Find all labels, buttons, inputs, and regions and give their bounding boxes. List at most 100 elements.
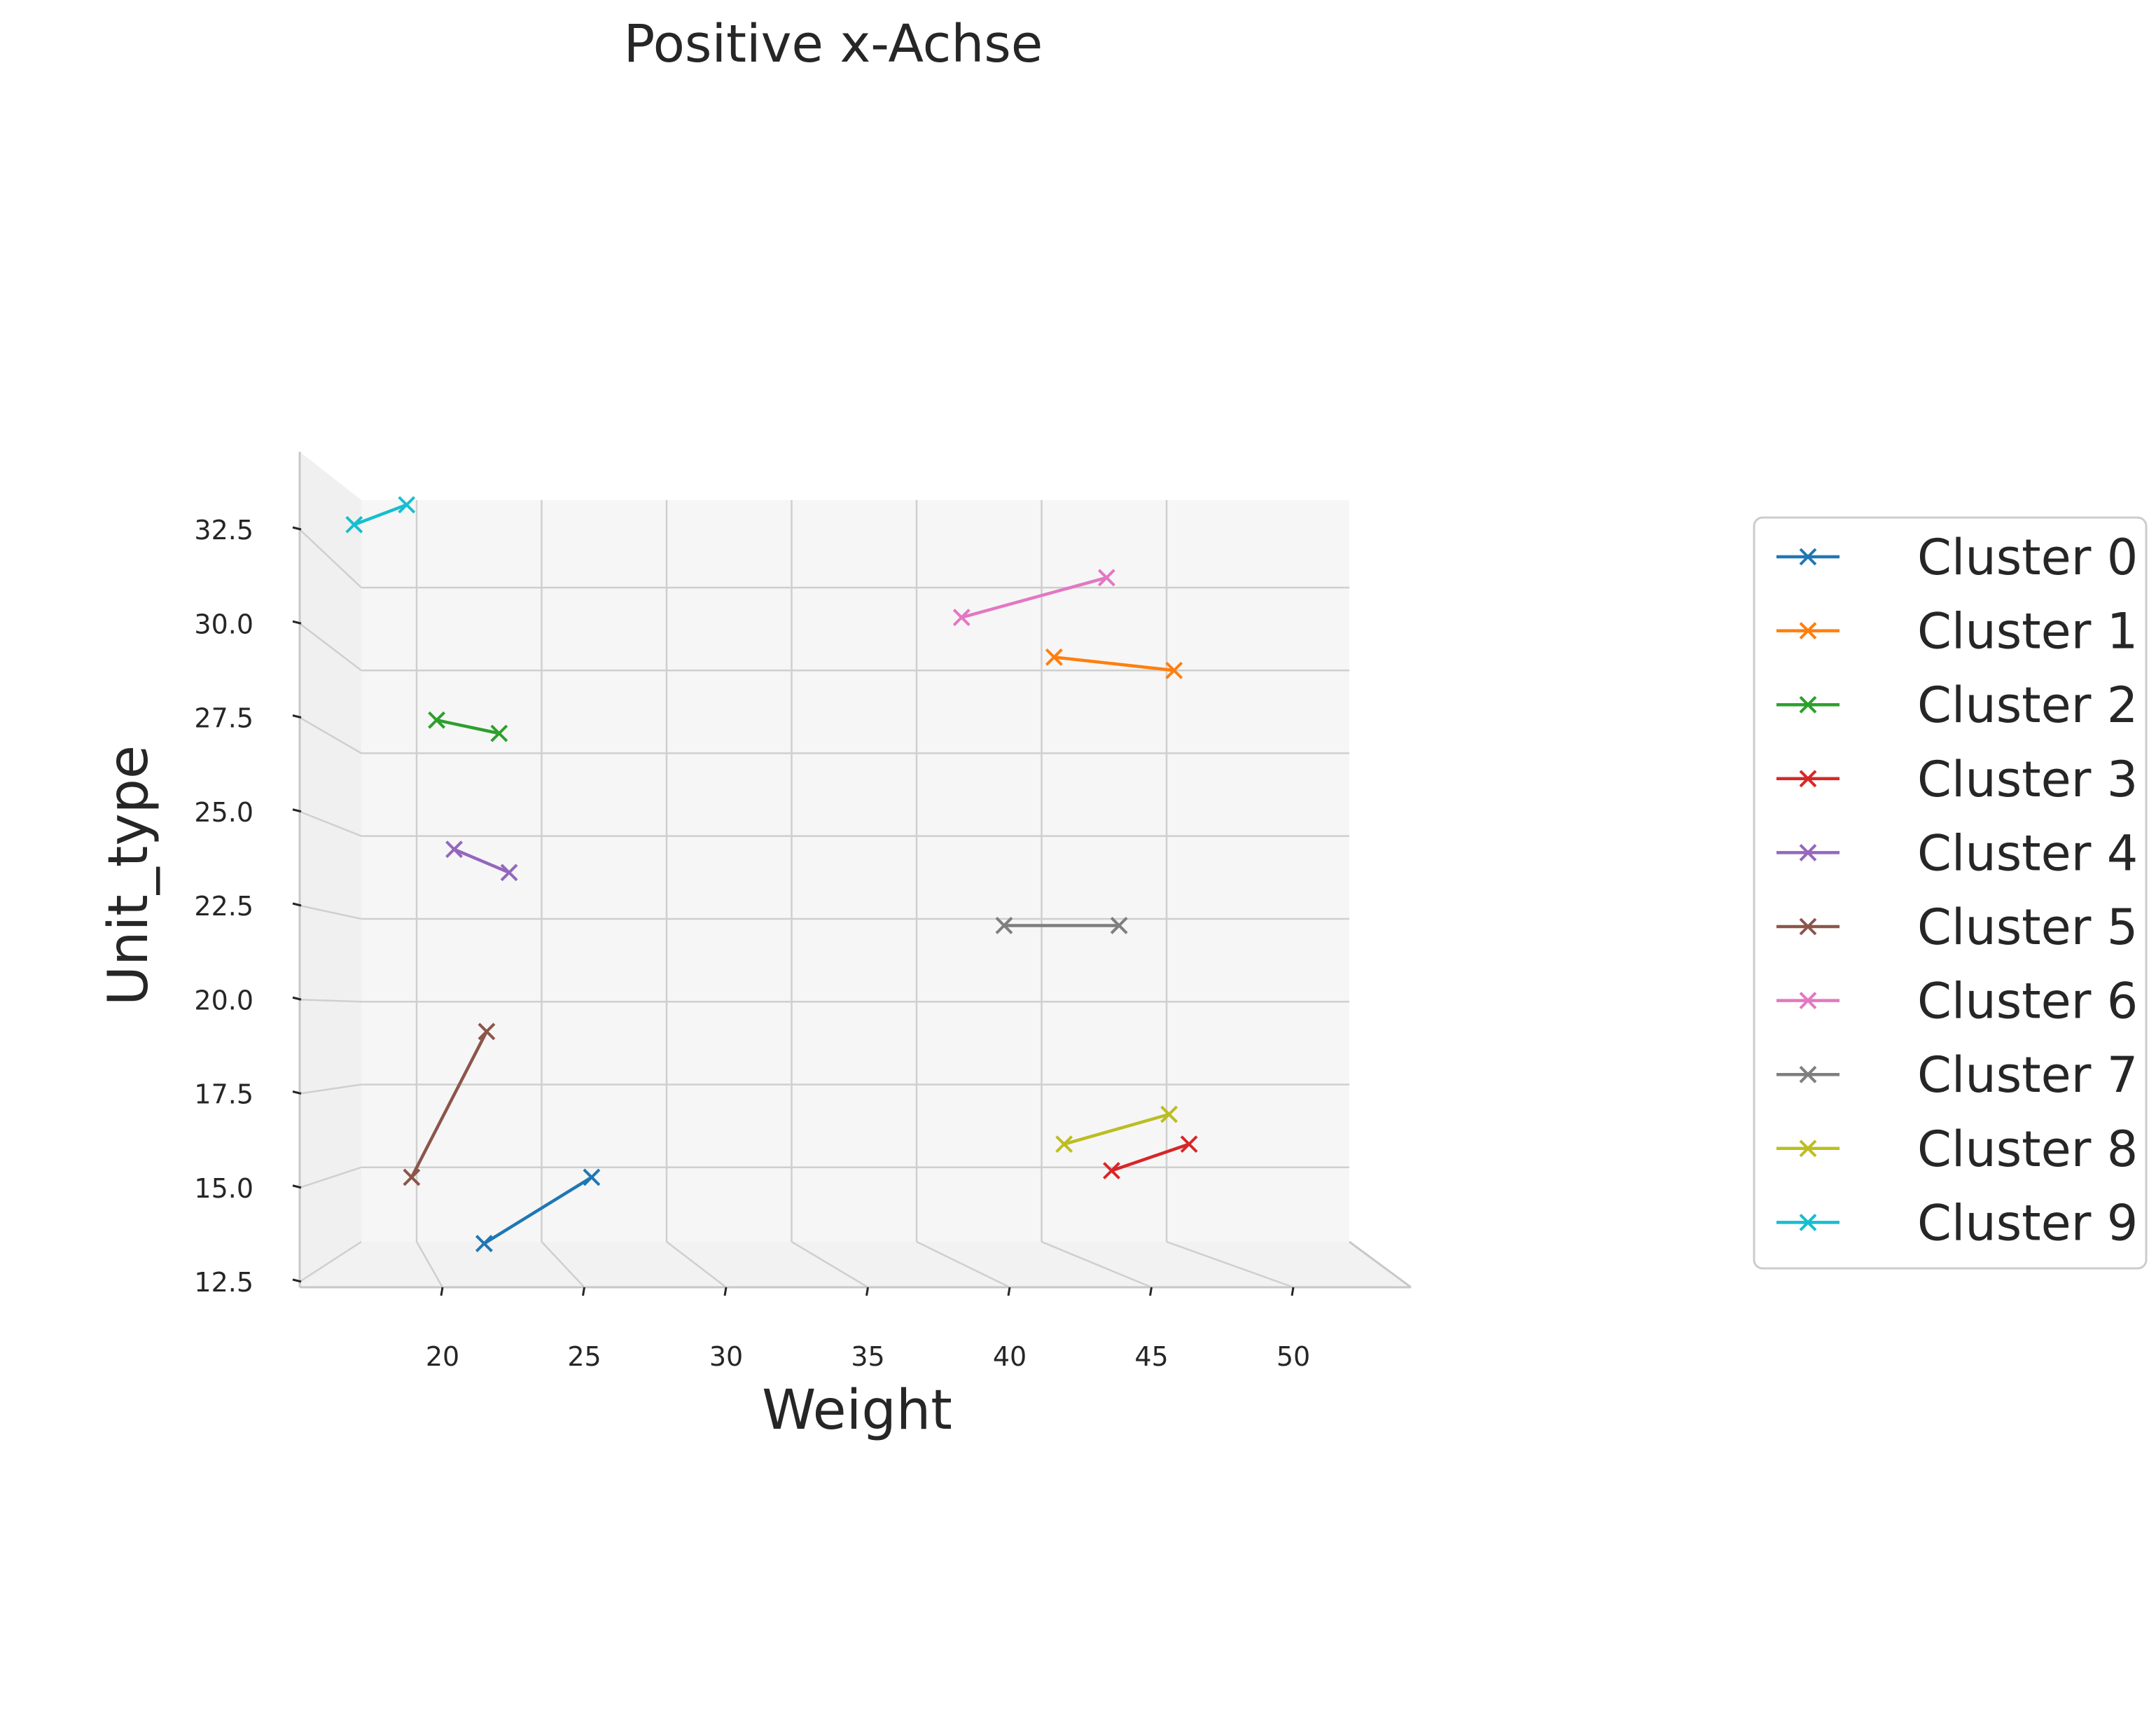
y-side-gridline [299,1240,362,1283]
series-line [436,718,500,735]
legend-marker [1799,770,1817,788]
back-pane [361,500,1349,1242]
data-point [500,864,518,882]
series-cluster-8 [1055,1105,1178,1154]
x-tick-label: 20 [426,1341,459,1372]
legend-label: Cluster 8 [1917,1121,2138,1178]
x-tick [865,1287,869,1296]
series-cluster-5 [403,1023,496,1186]
x-tick-label: 40 [993,1341,1027,1372]
x-tick-label: 35 [851,1341,884,1372]
legend: Cluster 0 Cluster 1 Cluster 2 Cluster 3 Clus… [1753,516,2148,1270]
series-cluster-3 [1103,1135,1198,1179]
series-line [483,1176,593,1245]
series-line [353,503,408,527]
x-floor-gridline [1041,1240,1152,1289]
y-tick [292,1184,302,1189]
y-side-gridline [299,529,362,588]
legend-marker [1799,1065,1817,1083]
data-point [1097,569,1115,587]
data-point [428,711,445,729]
legend-label: Cluster 9 [1917,1194,2138,1252]
data-point [490,724,508,742]
legend-item-cluster-1: Cluster 1 [1776,603,2138,660]
y-tick [292,1090,302,1095]
y-side-gridline [299,623,362,672]
x-floor-gridline [916,1240,1010,1289]
series-cluster-9 [345,496,416,534]
chart-title: Positive x-Achse [624,14,1043,74]
series-cluster-0 [475,1168,601,1252]
data-point [952,609,971,626]
data-point [475,1235,493,1252]
legend-label: Cluster 5 [1917,899,2138,956]
legend-label: Cluster 1 [1917,603,2138,660]
x-tick [1149,1287,1153,1296]
y-tick-label: 15.0 [194,1173,253,1204]
legend-item-cluster-7: Cluster 7 [1776,1046,2138,1104]
x-tick [1007,1287,1011,1296]
x-floor-gridline [1166,1240,1294,1289]
x-floor-gridline [541,1241,585,1288]
data-point [1180,1135,1198,1154]
y-tick [292,526,302,531]
y-tick-label: 32.5 [194,515,253,546]
legend-item-cluster-8: Cluster 8 [1776,1121,2138,1178]
y-side-gridline [299,1166,362,1189]
data-point [445,840,463,859]
y-tick-label: 20.0 [194,985,253,1016]
y-tick [292,714,302,719]
y-tick [292,1278,302,1283]
y-axis-label: Unit_type [97,745,160,1006]
legend-label: Cluster 7 [1917,1046,2138,1104]
x-tick-label: 50 [1277,1341,1310,1372]
series-cluster-7 [995,917,1128,934]
y-tick [292,902,302,907]
legend-item-cluster-2: Cluster 2 [1776,677,2138,734]
data-point [398,496,416,514]
x-tick-label: 45 [1134,1341,1168,1372]
legend-item-cluster-6: Cluster 6 [1776,973,2138,1030]
data-point [1165,661,1183,679]
legend-item-cluster-9: Cluster 9 [1776,1194,2138,1252]
x-floor-gridline [791,1240,869,1289]
series-cluster-2 [428,711,508,742]
legend-marker [1799,695,1817,714]
data-point [1055,1135,1073,1154]
y-side-gridline [299,999,362,1003]
data-point [1110,917,1128,934]
y-tick-label: 25.0 [194,797,253,828]
y-tick-label: 22.5 [194,891,253,922]
x-tick [723,1287,728,1296]
legend-item-cluster-4: Cluster 4 [1776,824,2138,882]
series-line [961,576,1107,619]
data-point [345,515,363,534]
x-tick-label: 25 [567,1341,601,1372]
legend-frame [1753,516,2148,1270]
series-line [453,847,510,874]
y-tick [292,620,302,625]
legend-item-cluster-5: Cluster 5 [1776,899,2138,956]
x-axis-label: Weight [762,1379,952,1442]
left-pane [300,452,361,1287]
x-tick [440,1287,444,1296]
legend-marker [1799,1139,1817,1158]
x-tick [1291,1287,1295,1296]
data-point [995,917,1013,934]
legend-marker [1799,548,1817,566]
legend-label: Cluster 6 [1917,973,2138,1030]
legend-label: Cluster 2 [1917,677,2138,734]
y-tick [292,996,302,1001]
y-tick [292,808,302,813]
y-tick-label: 30.0 [194,609,253,639]
legend-marker [1799,622,1817,640]
legend-label: Cluster 0 [1917,529,2138,586]
x-tick-label: 30 [709,1341,743,1372]
y-tick-label: 27.5 [194,703,253,734]
series-line [1054,656,1174,672]
floor-pane [300,1242,1411,1287]
y-tick-label: 12.5 [194,1267,253,1298]
legend-marker [1799,1213,1817,1231]
y-tick-label: 17.5 [194,1079,253,1110]
